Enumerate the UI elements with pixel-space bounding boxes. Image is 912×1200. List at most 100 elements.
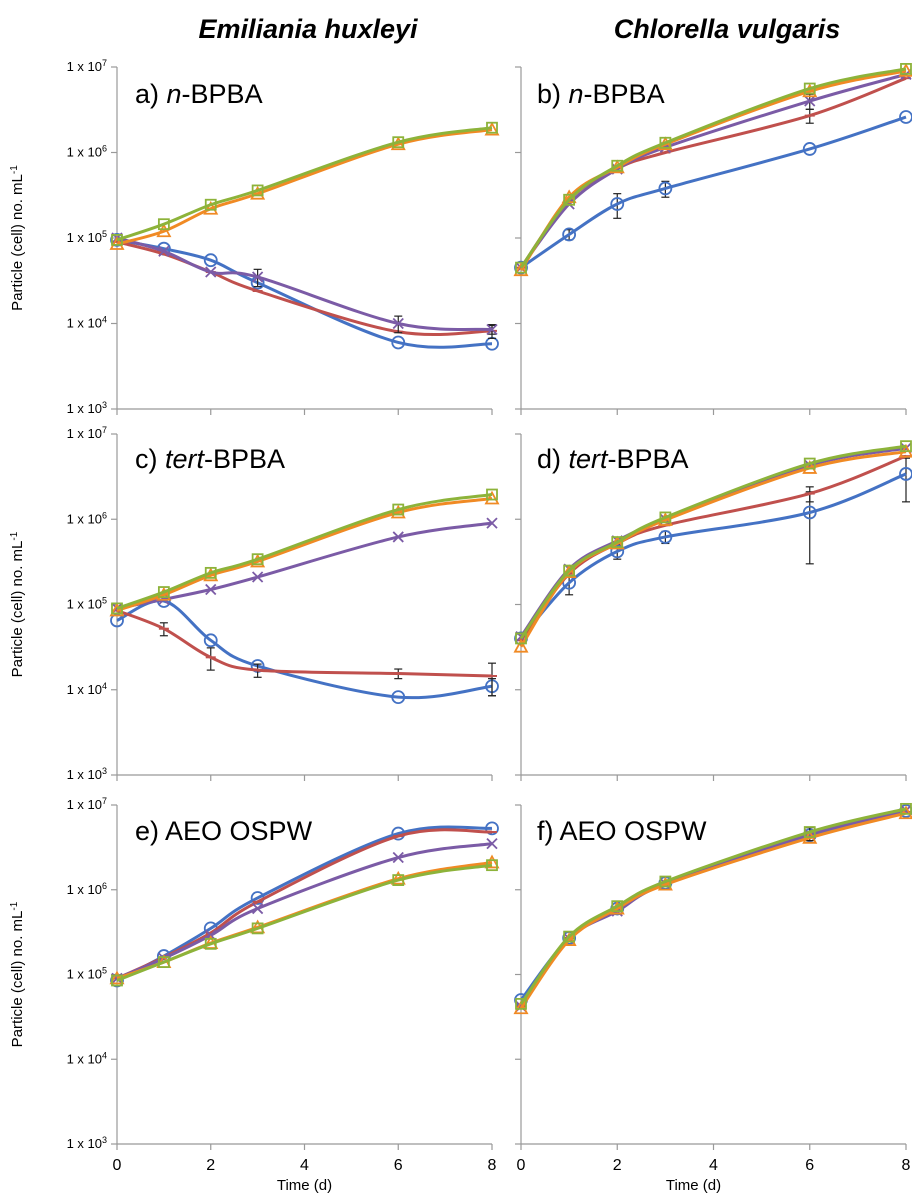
- panel-label: d) tert-BPBA: [537, 444, 689, 474]
- data-point-circle: [203, 253, 218, 268]
- series-line-square: [519, 444, 907, 640]
- data-point-triangle: [250, 185, 266, 200]
- data-point-square: [611, 900, 624, 913]
- data-point-circle: [802, 505, 817, 520]
- data-point-square: [900, 802, 912, 815]
- data-point-circle: [110, 973, 124, 988]
- data-point-square: [900, 440, 912, 453]
- data-point-square: [486, 121, 498, 134]
- data-point-square: [251, 184, 264, 197]
- data-point-square: [900, 63, 912, 75]
- series-line-dash: [116, 609, 493, 678]
- data-point-square: [204, 566, 217, 579]
- panel-b: b) n-BPBA: [513, 63, 912, 415]
- series-line-square: [519, 807, 907, 1005]
- panel-label: e) AEO OSPW: [135, 816, 313, 846]
- data-point-square: [803, 457, 816, 470]
- data-point-circle: [658, 181, 673, 196]
- panels: 1 x 103 1 x 104 1 x 105 1 x 106 1 x 107 Parti…: [9, 58, 912, 1194]
- y-tick-label: 1 x 105: [67, 229, 107, 245]
- data-point-square: [157, 956, 170, 969]
- data-point-x: [486, 323, 498, 336]
- data-point-circle: [514, 260, 528, 275]
- series-line-x: [519, 446, 907, 638]
- y-tick-label: 1 x 107: [67, 425, 107, 441]
- x-axis-title: Time (d): [666, 1177, 721, 1194]
- y-tick-label: 1 x 104: [67, 1050, 107, 1066]
- data-point-triangle: [203, 200, 219, 215]
- series-line-circle: [116, 599, 493, 700]
- data-point-circle: [562, 227, 577, 242]
- x-tick-label: 8: [488, 1157, 497, 1174]
- data-point-circle: [610, 544, 625, 559]
- data-point-square: [157, 218, 170, 231]
- y-axis-title: Particle (cell) no. mL-1: [9, 901, 27, 1047]
- panel-label: a) n-BPBA: [135, 79, 263, 109]
- data-point-circle: [391, 690, 406, 704]
- column-title-left: Emiliania huxleyi: [198, 14, 418, 44]
- x-tick-label: 0: [113, 1157, 122, 1174]
- data-point-triangle: [109, 602, 125, 617]
- column-title-right: Chlorella vulgaris: [614, 14, 841, 44]
- data-point-x: [205, 266, 217, 278]
- data-point-triangle: [484, 854, 500, 869]
- data-point-triangle: [513, 262, 529, 277]
- data-point-square: [486, 859, 498, 872]
- y-tick-label: 1 x 104: [67, 681, 107, 697]
- data-point-square: [204, 198, 217, 211]
- data-point-circle: [899, 110, 912, 124]
- x-tick-label: 6: [394, 1157, 403, 1174]
- y-tick-label: 1 x 106: [67, 881, 107, 897]
- data-point-circle: [610, 197, 625, 211]
- series-line-triangle: [519, 811, 907, 1010]
- data-point-square: [563, 564, 576, 577]
- series-line-triangle: [116, 497, 493, 612]
- data-point-triangle: [156, 223, 172, 238]
- data-point-square: [803, 82, 816, 95]
- data-point-square: [659, 511, 672, 524]
- data-point-square: [659, 875, 672, 888]
- y-tick-label: 1 x 105: [67, 596, 107, 612]
- data-point-circle: [485, 821, 499, 836]
- data-point-triangle: [484, 490, 500, 505]
- data-point-square: [611, 159, 624, 172]
- series-line-square: [519, 67, 907, 269]
- series-line-circle: [520, 115, 907, 269]
- data-point-square: [486, 488, 498, 501]
- data-point-square: [515, 632, 527, 645]
- panel-label: c) tert-BPBA: [135, 444, 285, 474]
- data-point-x: [251, 271, 264, 283]
- panel-c: 1 x 103 1 x 104 1 x 105 1 x 106 1 x 107 Parti…: [9, 425, 500, 782]
- x-tick-label: 4: [300, 1157, 309, 1174]
- data-point-circle: [658, 530, 673, 544]
- y-tick-label: 1 x 103: [67, 400, 107, 416]
- data-point-square: [392, 874, 405, 886]
- panel-f: f) AEO OSPW 0 2 4 6 8 Time (d): [513, 802, 912, 1194]
- data-point-square: [515, 997, 527, 1010]
- x-tick-label: 6: [805, 1157, 814, 1174]
- y-tick-label: 1 x 106: [67, 510, 107, 526]
- data-point-triangle: [802, 460, 818, 474]
- y-tick-label: 1 x 107: [67, 796, 107, 812]
- data-point-x: [251, 902, 264, 915]
- series-line-square: [116, 863, 493, 982]
- panel-a: 1 x 103 1 x 104 1 x 105 1 x 106 1 x 107 Parti…: [9, 58, 500, 416]
- data-point-square: [563, 930, 576, 943]
- data-point-square: [251, 922, 264, 935]
- panel-e: 1 x 103 1 x 104 1 x 105 1 x 106 1 x 107 Parti…: [9, 796, 500, 1194]
- x-tick-label: 2: [613, 1157, 622, 1174]
- y-tick-label: 1 x 105: [67, 966, 107, 982]
- y-tick-label: 1 x 104: [67, 315, 107, 331]
- data-point-square: [611, 536, 624, 548]
- data-point-x: [392, 851, 404, 864]
- error-bar: [805, 491, 814, 565]
- x-tick-label: 2: [206, 1157, 215, 1174]
- data-point-square: [515, 261, 527, 274]
- data-point-square: [659, 136, 672, 149]
- data-point-triangle: [898, 805, 912, 820]
- data-point-square: [392, 136, 405, 149]
- y-tick-label: 1 x 103: [67, 766, 107, 782]
- data-point-x: [205, 583, 217, 596]
- data-point-x: [392, 317, 404, 330]
- x-tick-label: 0: [517, 1157, 526, 1174]
